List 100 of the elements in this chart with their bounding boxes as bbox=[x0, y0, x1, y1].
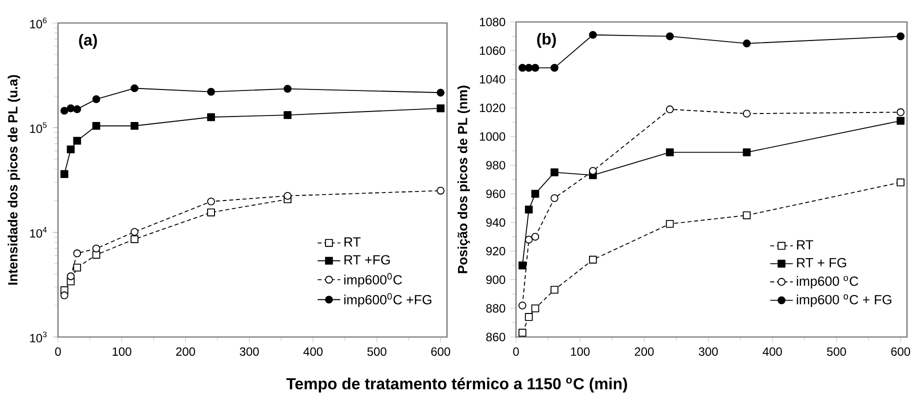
annotation: (b) bbox=[537, 33, 556, 48]
x-tick-label: 0 bbox=[55, 347, 61, 356]
point bbox=[524, 206, 533, 214]
x-tick-label: 500 bbox=[367, 347, 386, 356]
y-tick-label: 860 bbox=[486, 332, 506, 342]
y-tick-label: 880 bbox=[486, 304, 506, 313]
y-tick-label: 1020 bbox=[480, 104, 506, 112]
point bbox=[518, 302, 526, 310]
x-axis-title: Tempo de tratamento térmico a 1150 $^{o}$C (min) bbox=[286, 378, 628, 393]
point bbox=[130, 84, 138, 92]
legend-label: imp600$^{0}$C bbox=[344, 273, 402, 288]
point bbox=[742, 110, 751, 118]
x-tick-label: 600 bbox=[431, 347, 450, 356]
y-tick-label: 1000 bbox=[480, 132, 506, 141]
point bbox=[66, 145, 75, 154]
point bbox=[518, 261, 526, 270]
y-tick-label: 10$^{3}$ bbox=[30, 332, 47, 342]
point bbox=[207, 198, 215, 206]
point bbox=[60, 170, 68, 178]
point bbox=[130, 228, 138, 236]
x-tick-label: 400 bbox=[303, 347, 323, 356]
point bbox=[550, 168, 558, 176]
point bbox=[518, 328, 526, 337]
point bbox=[284, 192, 292, 200]
point bbox=[207, 113, 215, 122]
point bbox=[589, 30, 597, 39]
y-tick-label: 900 bbox=[486, 275, 506, 284]
point bbox=[60, 106, 68, 115]
point bbox=[896, 178, 905, 186]
point bbox=[73, 105, 82, 114]
x-tick-label: 600 bbox=[891, 347, 910, 356]
y-tick-label: 1060 bbox=[480, 46, 506, 55]
point bbox=[666, 105, 674, 114]
legend-label: RT +FG bbox=[344, 255, 390, 265]
point bbox=[284, 84, 292, 93]
point bbox=[60, 291, 68, 300]
legend-label: imp600 $^{o}$C bbox=[796, 276, 858, 289]
point bbox=[742, 148, 751, 156]
point bbox=[550, 286, 558, 294]
point bbox=[518, 64, 526, 72]
x-tick-label: 200 bbox=[176, 347, 196, 356]
point bbox=[73, 136, 82, 145]
y-tick-label: 10$^{6}$ bbox=[30, 18, 47, 28]
point bbox=[130, 235, 138, 244]
point bbox=[524, 64, 533, 72]
y-tick-label: 960 bbox=[486, 190, 506, 198]
point bbox=[550, 194, 558, 202]
y-tick-label: 940 bbox=[486, 218, 506, 227]
point bbox=[92, 95, 100, 104]
x-tick-label: 300 bbox=[698, 347, 718, 356]
point bbox=[73, 249, 82, 258]
point bbox=[896, 32, 905, 40]
point bbox=[742, 211, 751, 220]
point bbox=[896, 116, 905, 125]
x-tick-label: 100 bbox=[112, 347, 132, 356]
point bbox=[284, 111, 292, 119]
y-tick-label: 1040 bbox=[480, 75, 506, 84]
point bbox=[66, 272, 75, 280]
point bbox=[531, 64, 540, 72]
legend-label: RT bbox=[797, 240, 814, 250]
x-tick-label: 400 bbox=[762, 347, 782, 356]
y-tick-label: 1080 bbox=[480, 18, 506, 26]
point bbox=[742, 40, 751, 48]
legend-label: RT + FG bbox=[797, 258, 846, 268]
x-tick-label: 200 bbox=[634, 347, 654, 356]
point bbox=[531, 232, 540, 241]
point bbox=[589, 166, 597, 175]
point bbox=[436, 104, 445, 112]
y-axis-title: Intensidade dos picos de PL (u.a) bbox=[8, 75, 20, 285]
point bbox=[92, 122, 100, 130]
point bbox=[207, 88, 215, 96]
y-tick-label: 10$^{5}$ bbox=[30, 122, 47, 133]
annotation: (a) bbox=[79, 34, 97, 49]
point bbox=[896, 108, 905, 116]
point bbox=[436, 88, 445, 97]
point bbox=[524, 313, 533, 321]
point bbox=[531, 190, 540, 198]
point bbox=[66, 104, 75, 112]
point bbox=[550, 64, 558, 72]
y-tick-label: 10$^{4}$ bbox=[30, 226, 47, 238]
x-tick-label: 100 bbox=[571, 347, 590, 356]
point bbox=[524, 236, 533, 244]
y-axis-title: Posição dos picos de PL (nm) bbox=[458, 86, 470, 274]
x-tick-label: 0 bbox=[513, 347, 519, 356]
point bbox=[666, 220, 674, 228]
point bbox=[92, 244, 100, 252]
point bbox=[73, 264, 82, 272]
legend-label: imp600 $^{o}$C + FG bbox=[796, 294, 892, 307]
point bbox=[666, 148, 674, 156]
point bbox=[531, 304, 540, 312]
point bbox=[436, 186, 445, 195]
y-tick-label: 920 bbox=[486, 246, 506, 256]
legend-label: RT bbox=[344, 237, 361, 246]
legend-label: imp600$^{0}$C +FG bbox=[344, 293, 432, 308]
x-tick-label: 500 bbox=[827, 347, 846, 356]
y-tick-label: 980 bbox=[486, 160, 506, 170]
point bbox=[589, 256, 597, 264]
x-tick-label: 300 bbox=[240, 347, 259, 356]
point bbox=[666, 32, 674, 40]
point bbox=[130, 122, 138, 130]
